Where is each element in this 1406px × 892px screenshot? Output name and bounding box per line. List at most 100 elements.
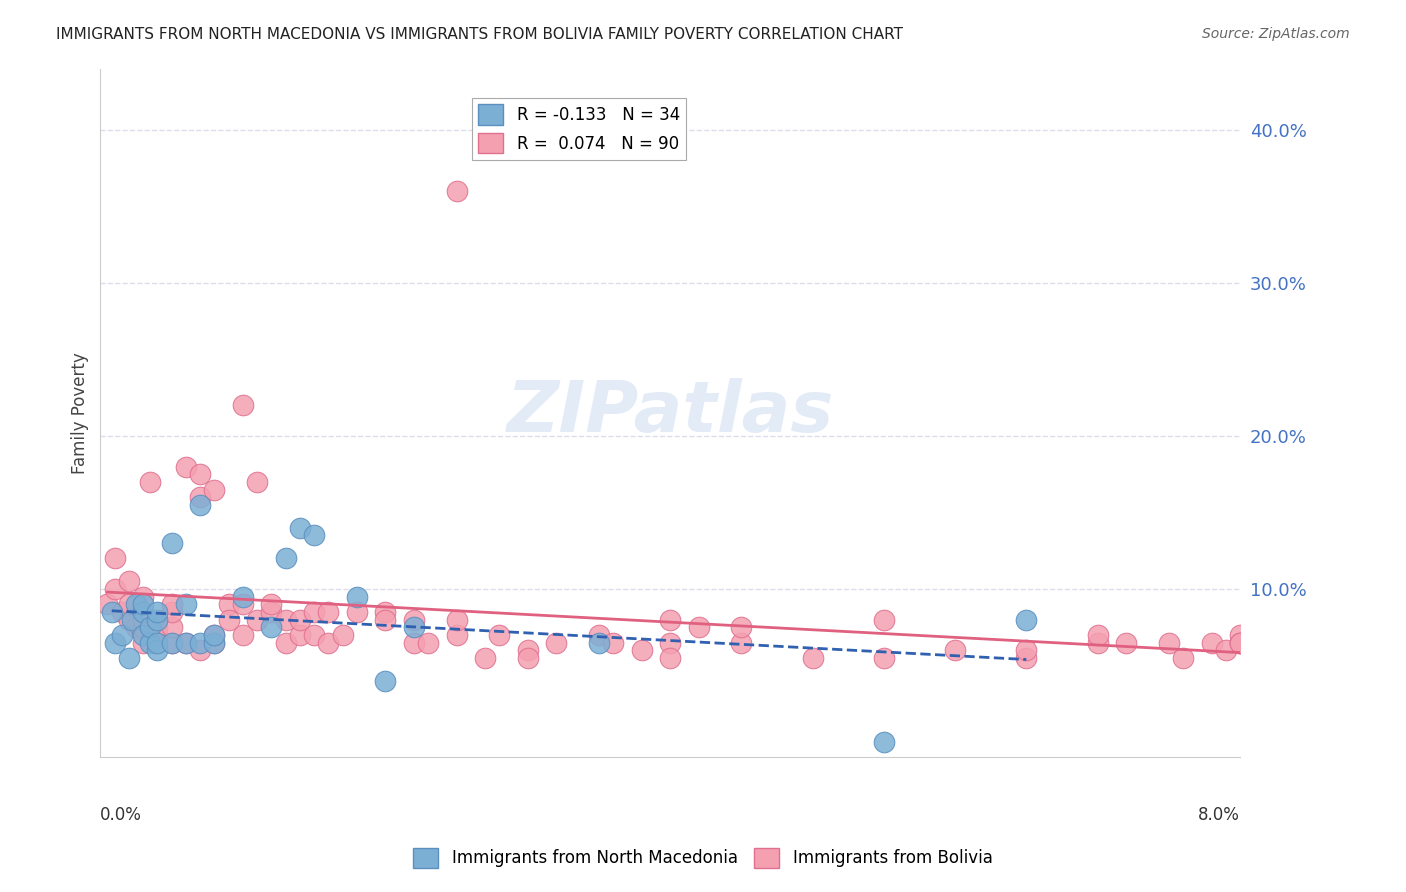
Point xyxy=(146,628,169,642)
Point xyxy=(302,628,325,642)
Point xyxy=(288,613,311,627)
Point xyxy=(218,613,240,627)
Point xyxy=(943,643,966,657)
Point xyxy=(316,635,339,649)
Point xyxy=(1015,651,1038,665)
Point xyxy=(416,635,439,649)
Point xyxy=(174,635,197,649)
Point xyxy=(1171,651,1194,665)
Point xyxy=(1015,613,1038,627)
Point xyxy=(1229,635,1251,649)
Point xyxy=(1015,643,1038,657)
Point xyxy=(630,643,652,657)
Point xyxy=(801,651,824,665)
Point xyxy=(288,521,311,535)
Point xyxy=(302,528,325,542)
Point xyxy=(202,635,225,649)
Point xyxy=(474,651,496,665)
Point xyxy=(274,551,297,566)
Point xyxy=(346,590,368,604)
Point xyxy=(202,635,225,649)
Point xyxy=(96,597,118,611)
Point xyxy=(132,635,155,649)
Point xyxy=(374,613,396,627)
Point xyxy=(188,498,211,512)
Legend: R = -0.133   N = 34, R =  0.074   N = 90: R = -0.133 N = 34, R = 0.074 N = 90 xyxy=(471,97,686,160)
Text: ZIPatlas: ZIPatlas xyxy=(506,378,834,448)
Point xyxy=(873,735,896,749)
Point xyxy=(274,635,297,649)
Point xyxy=(121,613,143,627)
Point xyxy=(246,475,269,489)
Point xyxy=(132,605,155,619)
Text: 8.0%: 8.0% xyxy=(1198,805,1240,823)
Point xyxy=(688,620,710,634)
Point xyxy=(730,635,752,649)
Point xyxy=(104,582,127,596)
Point xyxy=(132,613,155,627)
Point xyxy=(132,597,155,611)
Point xyxy=(132,590,155,604)
Point xyxy=(232,597,254,611)
Point xyxy=(1229,628,1251,642)
Point xyxy=(174,597,197,611)
Point xyxy=(1271,643,1294,657)
Point xyxy=(446,628,468,642)
Point xyxy=(100,605,122,619)
Point xyxy=(302,605,325,619)
Point xyxy=(446,613,468,627)
Point xyxy=(118,574,141,589)
Point xyxy=(488,628,510,642)
Point xyxy=(1229,635,1251,649)
Point xyxy=(246,613,269,627)
Point xyxy=(260,605,283,619)
Point xyxy=(174,459,197,474)
Point xyxy=(146,635,169,649)
Point xyxy=(232,628,254,642)
Point xyxy=(1115,635,1137,649)
Point xyxy=(188,643,211,657)
Point xyxy=(118,651,141,665)
Text: Source: ZipAtlas.com: Source: ZipAtlas.com xyxy=(1202,27,1350,41)
Point xyxy=(873,613,896,627)
Point xyxy=(139,475,162,489)
Point xyxy=(516,651,538,665)
Point xyxy=(516,643,538,657)
Point xyxy=(132,620,155,634)
Point xyxy=(202,628,225,642)
Legend: Immigrants from North Macedonia, Immigrants from Bolivia: Immigrants from North Macedonia, Immigra… xyxy=(406,841,1000,875)
Point xyxy=(111,605,134,619)
Point xyxy=(232,590,254,604)
Point xyxy=(188,490,211,504)
Point xyxy=(160,605,183,619)
Point xyxy=(588,628,610,642)
Point xyxy=(160,536,183,550)
Point xyxy=(346,605,368,619)
Point xyxy=(602,635,624,649)
Point xyxy=(446,184,468,198)
Point xyxy=(1271,643,1294,657)
Point xyxy=(332,628,354,642)
Point xyxy=(1157,635,1180,649)
Point xyxy=(730,620,752,634)
Point xyxy=(104,551,127,566)
Point xyxy=(202,483,225,497)
Point xyxy=(188,467,211,482)
Point xyxy=(402,635,425,649)
Point xyxy=(288,628,311,642)
Point xyxy=(146,613,169,627)
Point xyxy=(274,613,297,627)
Point xyxy=(146,643,169,657)
Point xyxy=(260,620,283,634)
Y-axis label: Family Poverty: Family Poverty xyxy=(72,352,89,474)
Point xyxy=(111,628,134,642)
Point xyxy=(659,635,682,649)
Point xyxy=(1087,635,1109,649)
Point xyxy=(374,605,396,619)
Point xyxy=(659,613,682,627)
Point xyxy=(174,635,197,649)
Point xyxy=(588,635,610,649)
Point xyxy=(125,620,148,634)
Point xyxy=(659,651,682,665)
Point xyxy=(118,613,141,627)
